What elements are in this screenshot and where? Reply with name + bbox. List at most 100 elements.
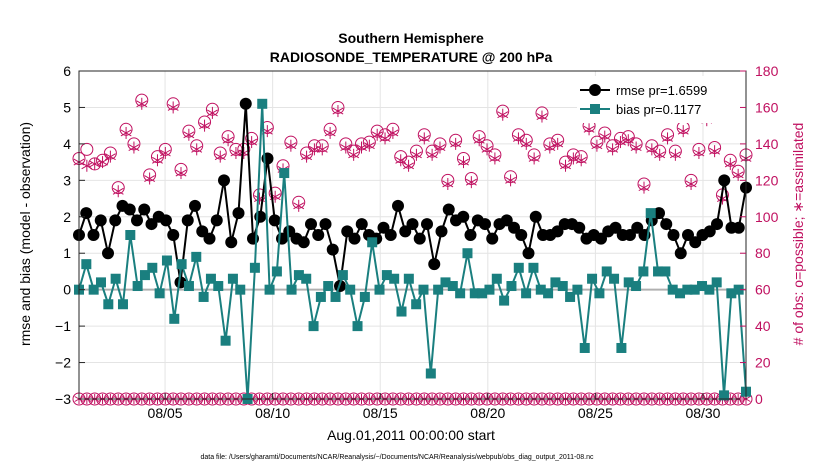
- rmse-point: [167, 229, 180, 241]
- asterisk-stroke: [528, 155, 540, 162]
- rmse-point: [196, 225, 209, 238]
- bias-point: [631, 281, 642, 292]
- bias-point: [352, 321, 363, 332]
- bias-point: [579, 342, 590, 353]
- rmse-point: [573, 221, 586, 234]
- rmse-point: [457, 210, 470, 223]
- assimilated-obs-marker: [379, 132, 391, 145]
- rmse-point: [218, 174, 230, 187]
- rmse-point: [225, 236, 238, 249]
- assimilated-obs-marker: [348, 148, 360, 161]
- bias-point: [543, 288, 554, 299]
- bias-point: [499, 295, 510, 306]
- asterisk-stroke: [552, 140, 564, 148]
- bias-point: [315, 291, 326, 302]
- bias-point: [433, 284, 444, 295]
- assimilated-obs-marker: [481, 143, 493, 156]
- tick-label-y-left: 4: [63, 136, 71, 152]
- asterisk-stroke: [426, 151, 438, 159]
- rmse-point: [305, 218, 317, 231]
- assimilated-obs-marker: [363, 139, 375, 152]
- rmse-point: [406, 218, 419, 231]
- rmse-point: [80, 207, 93, 220]
- bias-point: [374, 284, 385, 295]
- asterisk-stroke: [505, 176, 517, 184]
- assimilated-obs-marker: [709, 145, 721, 158]
- asterisk-stroke: [97, 158, 108, 166]
- bias-point: [264, 284, 275, 295]
- assimilated-obs-marker: [89, 157, 101, 170]
- asterisk-stroke: [301, 153, 313, 161]
- asterisk-stroke: [410, 151, 422, 159]
- asterisk-stroke: [544, 144, 556, 151]
- asterisk-stroke: [434, 144, 446, 151]
- tick-label-y-left: 1: [63, 245, 71, 261]
- rmse-point: [123, 203, 136, 216]
- asterisk-stroke: [104, 153, 116, 161]
- legend-bias-label: bias pr=0.1177: [616, 102, 701, 117]
- asterisk-stroke: [724, 160, 736, 168]
- tick-label-y-left: −3: [55, 391, 71, 407]
- tick-label-y-left: 2: [63, 209, 71, 225]
- bias-point: [81, 259, 92, 270]
- rmse-point: [442, 203, 455, 216]
- rmse-point: [239, 97, 252, 110]
- bias-point: [645, 208, 656, 219]
- rmse-point: [653, 207, 665, 220]
- tick-label-x: 08/10: [255, 405, 290, 421]
- asterisk-stroke: [356, 144, 367, 151]
- data-file-note: data file: /Users/gharamti/Documents/NCA…: [200, 454, 594, 461]
- bias-point: [403, 273, 414, 284]
- asterisk-stroke: [638, 184, 650, 192]
- bias-point: [381, 270, 392, 281]
- bias-point: [528, 262, 539, 273]
- bias-point: [279, 168, 290, 179]
- assimilated-obs-marker: [536, 110, 548, 123]
- assimilated-obs-marker: [520, 137, 532, 150]
- assimilated-obs-marker: [183, 128, 195, 141]
- bias-point: [719, 390, 730, 401]
- rmse-point: [203, 232, 216, 245]
- asterisk-stroke: [136, 100, 148, 108]
- rmse-point: [131, 214, 143, 227]
- bias-point: [95, 277, 106, 288]
- asterisk-stroke: [222, 136, 234, 144]
- asterisk-stroke: [340, 144, 352, 151]
- bias-point: [183, 281, 194, 292]
- asterisk-stroke: [669, 151, 681, 159]
- rmse-point: [718, 174, 731, 187]
- asterisk-stroke: [481, 145, 493, 153]
- assimilated-obs-marker: [599, 130, 611, 143]
- assimilated-obs-marker: [371, 128, 383, 141]
- rmse-point: [174, 276, 187, 289]
- rmse-point: [413, 232, 426, 245]
- asterisk-stroke: [662, 134, 673, 142]
- rmse-point: [522, 247, 535, 260]
- bias-point: [249, 262, 260, 273]
- tick-label-y-left: 0: [63, 282, 71, 298]
- asterisk-stroke: [112, 187, 124, 195]
- bias-point: [513, 262, 524, 273]
- bias-point: [271, 266, 282, 277]
- assimilated-obs-marker: [465, 176, 477, 189]
- assimilated-obs-marker: [607, 143, 619, 156]
- assimilated-obs-marker: [97, 156, 108, 169]
- assimilated-obs-marker: [104, 150, 116, 163]
- rmse-point: [109, 214, 122, 227]
- asterisk-stroke: [732, 171, 744, 179]
- assimilated-obs-marker: [591, 139, 603, 152]
- rmse-point: [268, 214, 281, 227]
- assimilated-obs-marker: [669, 148, 681, 161]
- bias-point: [161, 255, 172, 266]
- legend: rmse pr=1.6599 bias pr=0.1177: [577, 76, 740, 123]
- rmse-point: [102, 247, 114, 260]
- x-axis-label: Aug.01,2011 00:00:00 start: [327, 427, 495, 443]
- asterisk-stroke: [348, 151, 360, 159]
- asterisk-stroke: [363, 142, 375, 150]
- assimilated-obs-marker: [497, 108, 509, 121]
- bias-point: [154, 288, 165, 299]
- assimilated-obs-marker: [473, 134, 485, 147]
- bias-point: [257, 98, 268, 109]
- assimilated-obs-marker: [622, 134, 634, 147]
- tick-label-y-left: −2: [55, 355, 71, 371]
